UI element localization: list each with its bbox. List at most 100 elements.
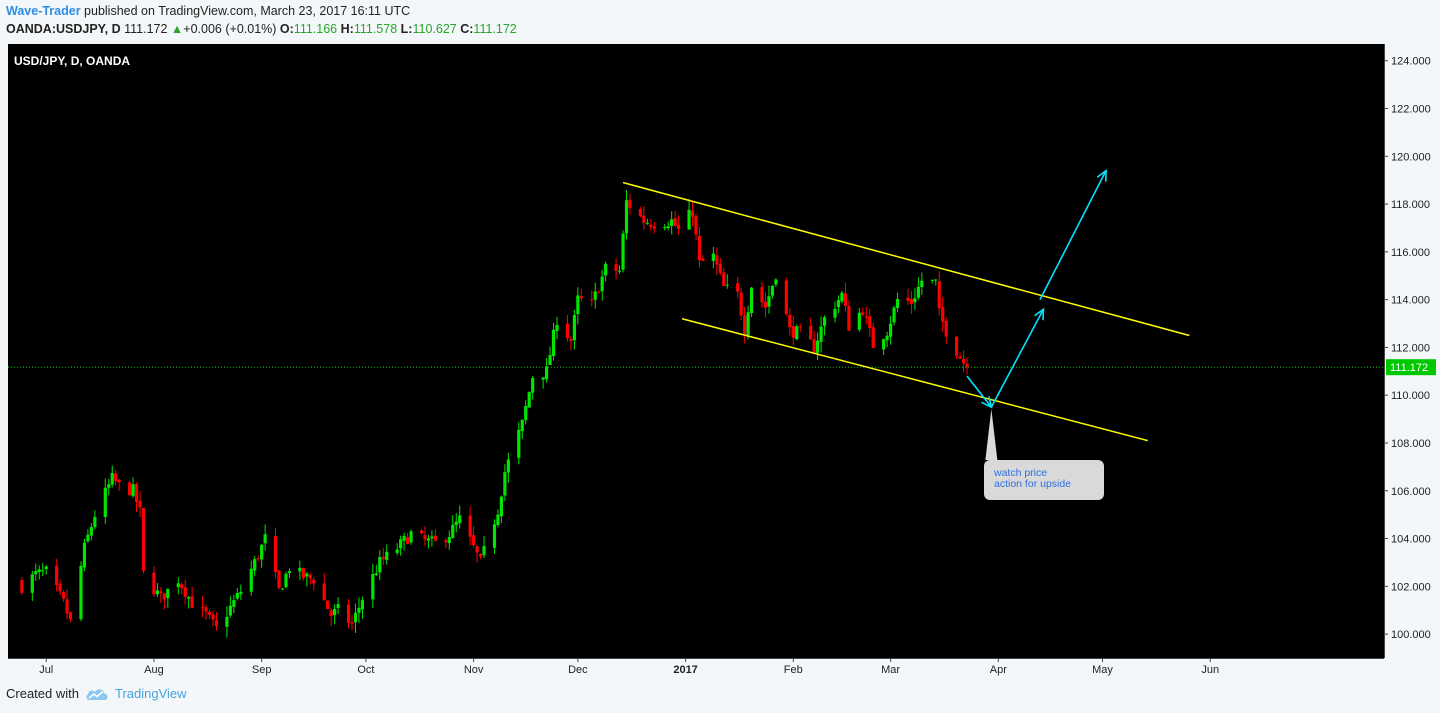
candle-body [503,472,507,496]
candle-body [517,429,521,458]
candle-body [920,280,924,288]
candle-body [249,568,253,592]
tradingview-link[interactable]: TradingView [85,686,187,701]
candle-body [840,292,844,302]
candle-body [941,307,945,322]
candle-body [20,580,24,593]
candle-body [273,536,278,572]
candle-body [447,537,451,544]
candle-body [694,216,698,235]
candle-body [597,292,601,294]
candle-body [590,299,594,301]
candle-body [743,315,747,335]
candle-body [555,324,559,331]
candle-body [419,530,424,534]
candle-body [809,325,813,340]
change-value: +0.006 (+0.01%) [183,22,277,36]
candle-body [200,606,205,608]
candle-body [864,316,868,318]
high-value: 111.578 [353,22,398,36]
candle-body [565,323,570,339]
projection-arrow-up-2[interactable] [1039,168,1107,300]
candle-body [711,253,715,261]
candle-body [374,573,378,575]
candles [20,190,969,638]
candle-body [913,298,917,303]
candle-body [232,600,236,608]
plot-area[interactable] [8,44,1384,658]
candle-body [645,223,649,225]
time-tick-label: Oct [357,664,374,676]
candle-body [868,316,872,328]
price-axis[interactable]: 100.000 102.000 104.000 106.000 108.000 110.0… [1384,56,1436,641]
candle-body [958,356,962,359]
candle-body [312,579,316,584]
candle-body [663,227,667,229]
candle-body [520,419,524,432]
candle-body [381,557,385,560]
publish-header: Wave-Trader published on TradingView.com… [6,3,410,20]
candle-body [857,312,861,330]
candle-body [965,363,969,368]
candle-body [180,584,184,589]
low-value: 110.627 [412,22,457,36]
candle-body [496,514,500,525]
candle-body [541,377,545,380]
time-tick-label: Jul [39,664,53,676]
candle-body [697,235,702,261]
candle-body [649,224,653,227]
candle-body [784,280,788,315]
candle-body [357,607,361,613]
candle-body [739,292,743,316]
candle-body [690,210,695,217]
candle-body [604,263,608,276]
candle-body [277,570,281,589]
candle-body [159,591,163,594]
candle-body [225,616,229,627]
candle-body [287,571,292,574]
candle-body [187,597,191,599]
close-label: C: [460,22,474,36]
candle-body [329,610,333,617]
candle-body [895,299,900,308]
candle-body [305,573,309,577]
upper-channel-line[interactable] [622,181,1190,337]
candle-body [673,218,677,226]
candle-body [548,355,552,365]
candle-body [423,534,427,540]
callout-text-line: watch price [993,467,1047,479]
candle-body [892,307,896,323]
candle-body [506,459,510,473]
price-tick-label: 102.000 [1391,581,1431,593]
candle-body [79,565,83,620]
time-axis[interactable]: Jul Aug Sep Oct Nov Dec 2017 Feb Mar Apr May Jun [39,658,1219,676]
lower-channel-line[interactable] [681,318,1148,442]
candle-body [298,567,302,572]
candle-body [722,272,726,286]
time-tick-label: Jun [1201,664,1219,676]
price-tick-label: 122.000 [1391,104,1431,116]
candle-body [652,226,656,229]
candle-body [544,366,549,380]
footer: Created with TradingView [6,686,187,701]
last-price: 111.172 [124,22,168,36]
candle-body [760,287,764,303]
candle-body [478,553,483,557]
candle-body [638,209,643,217]
candle-body [385,551,389,560]
candle-body [107,484,111,488]
projection-arrow-up-1[interactable] [990,307,1045,408]
candle-body [451,524,455,538]
candle-body [405,537,410,544]
author-link[interactable]: Wave-Trader [6,4,81,18]
candle-body [458,515,462,524]
time-tick-label: Sep [252,664,272,676]
candle-body [58,583,62,592]
candle-body [260,544,264,560]
current-price-label: 111.172 [1390,362,1428,374]
candle-body [214,620,219,627]
candle-body [44,566,48,570]
plot-background [8,44,1440,659]
